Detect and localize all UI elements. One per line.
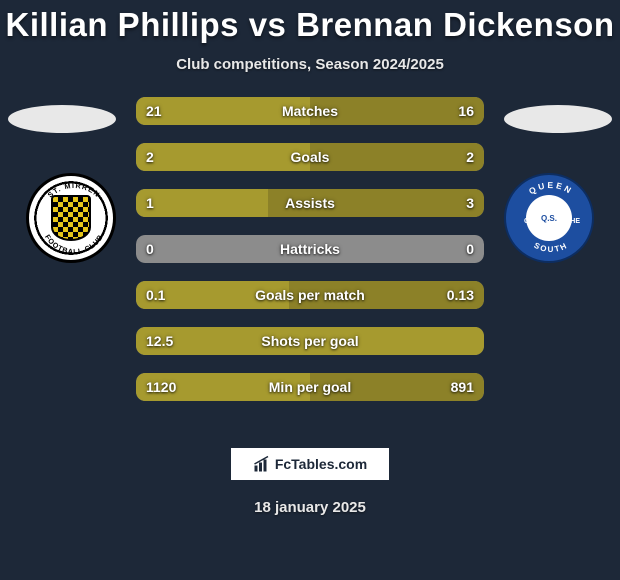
stat-label: Assists [285,195,335,211]
stat-label: Goals [291,149,330,165]
svg-text:OF: OF [524,218,534,225]
svg-text:SOUTH: SOUTH [533,241,570,254]
stat-right-value: 3 [466,195,474,211]
svg-text:FOOTBALL CLUB: FOOTBALL CLUB [43,233,105,256]
stat-row: 1 3 Assists [136,189,484,217]
svg-text:ST. MIRREN: ST. MIRREN [46,181,103,200]
date-label: 18 january 2025 [0,499,620,516]
brand-text: FcTables.com [275,456,367,472]
page-title: Killian Phillips vs Brennan Dickenson [0,0,620,44]
stat-row: 21 16 Matches [136,97,484,125]
stat-left-value: 1120 [146,379,176,395]
stat-row: 2 2 Goals [136,143,484,171]
stat-right-value: 0.13 [447,287,474,303]
svg-text:QUEEN: QUEEN [527,180,575,196]
stat-right-value: 16 [458,103,474,119]
stat-left-value: 12.5 [146,333,173,349]
team-right-ellipse [504,105,612,133]
queen-of-the-south-crest-icon: QUEEN SOUTH OF THE Q.S. [504,173,594,263]
stat-row: 1120 891 Min per goal [136,373,484,401]
stat-bars: 21 16 Matches 2 2 Goals 1 3 Assists 0 0 Hattricks 0.… [136,97,484,419]
bar-left-fill [136,143,310,171]
stat-right-value: 2 [466,149,474,165]
stat-left-value: 0 [146,241,154,257]
team-left-badge: ST. MIRREN FOOTBALL CLUB [26,173,116,263]
bars-icon [253,455,271,473]
stat-left-value: 0.1 [146,287,165,303]
stmirren-crest-icon: ST. MIRREN FOOTBALL CLUB [26,173,116,263]
stat-left-value: 21 [146,103,162,119]
stat-label: Matches [282,103,338,119]
stat-row: 0 0 Hattricks [136,235,484,263]
stat-right-value: 891 [451,379,474,395]
stat-left-value: 1 [146,195,154,211]
bar-right-fill [310,143,484,171]
stat-label: Goals per match [255,287,365,303]
stat-label: Hattricks [280,241,340,257]
bar-left-fill [136,189,268,217]
stat-left-value: 2 [146,149,154,165]
team-right-badge: QUEEN SOUTH OF THE Q.S. [504,173,594,263]
stat-label: Shots per goal [261,333,358,349]
stat-row: 0.1 0.13 Goals per match [136,281,484,309]
stat-label: Min per goal [269,379,351,395]
stat-right-value: 0 [466,241,474,257]
team-left-ellipse [8,105,116,133]
brand-logo[interactable]: FcTables.com [230,447,390,481]
stat-row: 12.5 Shots per goal [136,327,484,355]
comparison-panel: ST. MIRREN FOOTBALL CLUB QUEEN SOUTH OF [0,93,620,423]
svg-text:THE: THE [566,218,580,225]
subtitle: Club competitions, Season 2024/2025 [0,56,620,73]
